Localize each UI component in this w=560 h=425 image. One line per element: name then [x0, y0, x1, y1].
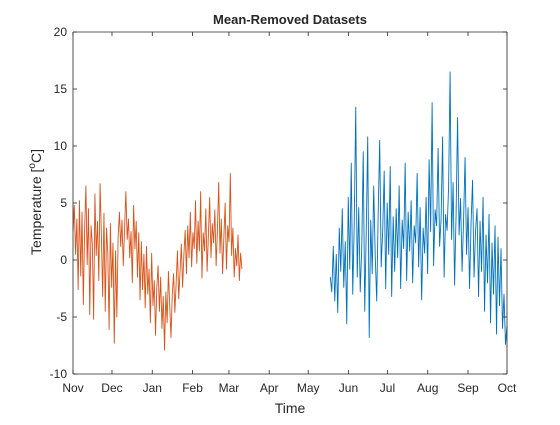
x-tick-label-aug-9: Aug [417, 381, 438, 395]
plot-area [73, 32, 507, 374]
y-axis-label-superscript: o [27, 163, 38, 169]
x-tick-label-dec-1: Dec [101, 381, 122, 395]
y-tick-label--10: -10 [50, 367, 68, 381]
y-axis-label-unit: C] [28, 149, 44, 163]
x-tick-label-jul-8: Jul [380, 381, 395, 395]
y-axis-label: Temperature [oC] [27, 149, 44, 255]
y-tick-label-10: 10 [54, 139, 68, 153]
x-tick-label-feb-3: Feb [182, 381, 203, 395]
x-axis-label: Time [275, 400, 306, 416]
y-tick-label-20: 20 [54, 25, 68, 39]
x-tick-label-apr-5: Apr [260, 381, 279, 395]
y-tick-label--5: -5 [56, 310, 67, 324]
series-line-1 [72, 172, 243, 351]
x-tick-label-may-6: May [297, 381, 320, 395]
y-tick-label-5: 5 [60, 196, 67, 210]
y-tick-label-0: 0 [60, 253, 67, 267]
x-tick-label-oct-11: Oct [498, 381, 517, 395]
y-tick-label-15: 15 [54, 82, 68, 96]
y-axis-label-main: Temperature [ [28, 168, 44, 254]
x-tick-label-nov-0: Nov [62, 381, 83, 395]
chart-title: Mean-Removed Datasets [213, 12, 367, 27]
x-tick-label-mar-4: Mar [219, 381, 240, 395]
ticks-layer: -10 -5 0 5 10 15 20 Nov Dec Jan Feb Mar Apr May Jun Jul… [50, 25, 517, 395]
x-tick-label-jun-7: Jun [339, 381, 358, 395]
x-tick-label-jan-2: Jan [143, 381, 162, 395]
series-line-2 [329, 71, 508, 345]
x-tick-label-sep-10: Sep [457, 381, 479, 395]
series-layer [72, 71, 508, 351]
